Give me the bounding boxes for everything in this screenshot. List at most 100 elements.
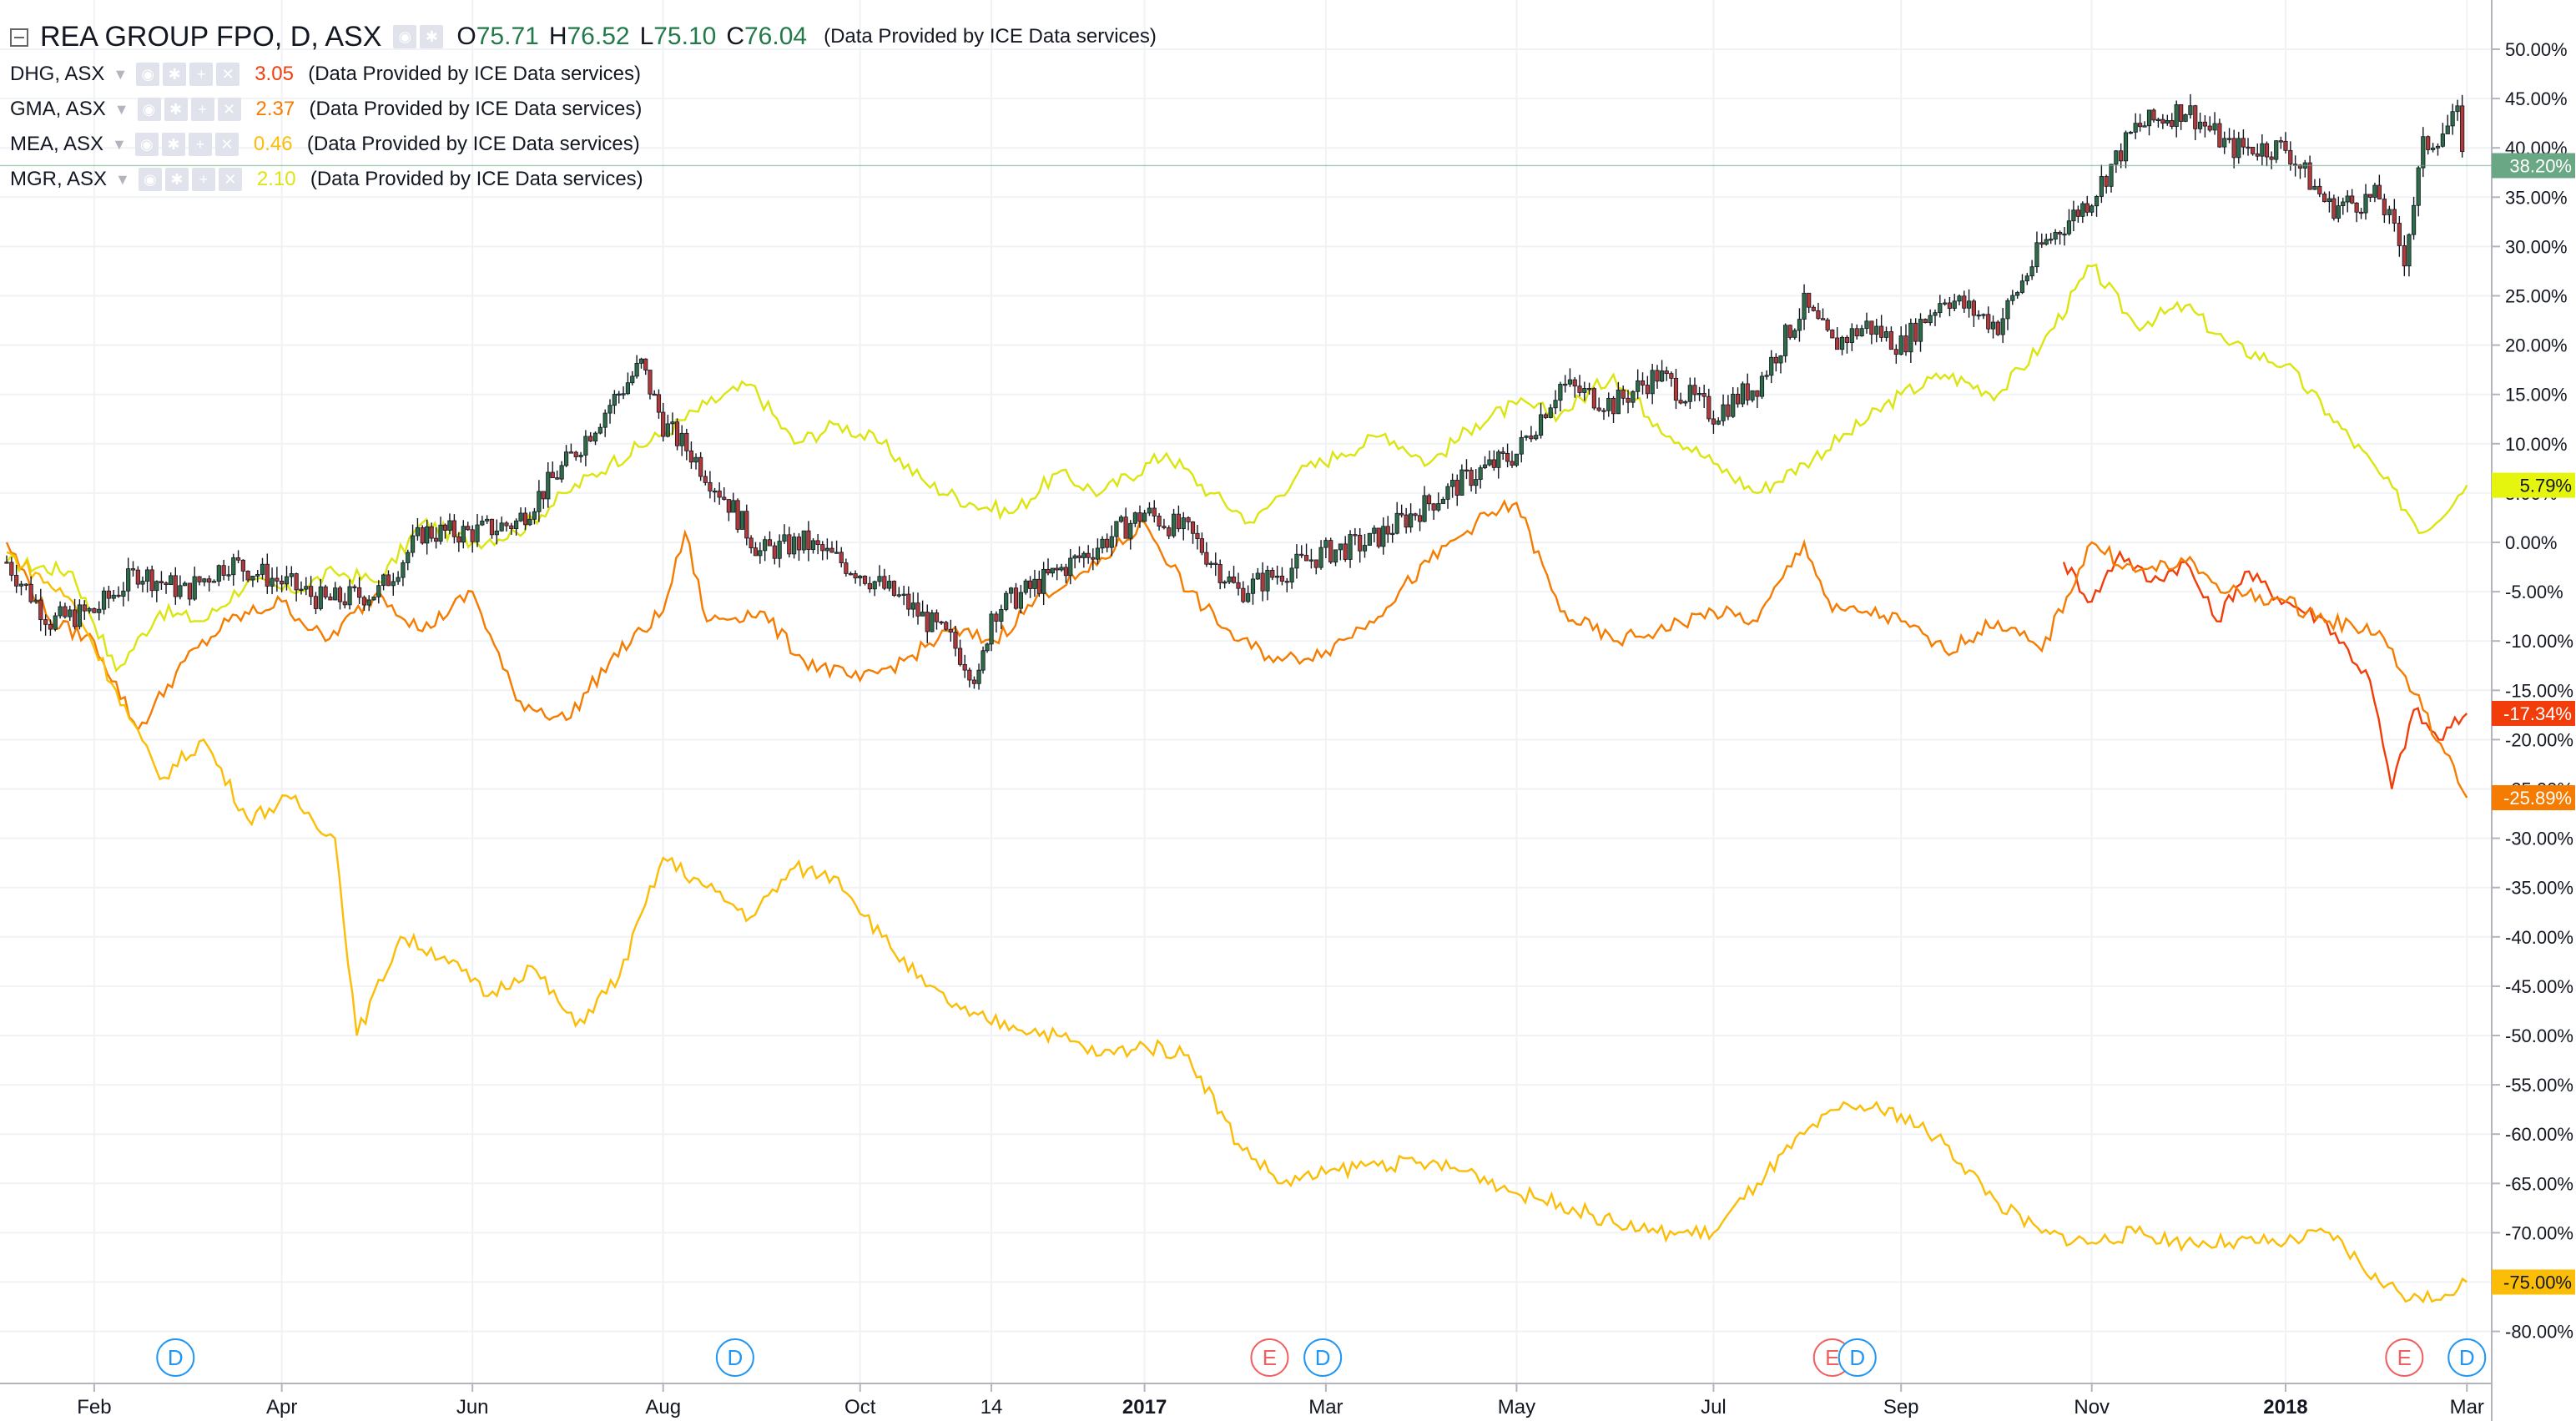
- collapse-legend-button[interactable]: [10, 28, 28, 47]
- eye-icon[interactable]: ◉: [137, 98, 161, 121]
- earnings-marker[interactable]: [1250, 1338, 1289, 1377]
- dividend-marker[interactable]: [2447, 1338, 2487, 1377]
- candle-body: [1095, 547, 1101, 560]
- candle-body: [1981, 314, 1986, 316]
- candle-body: [169, 575, 174, 585]
- candle-body: [1918, 319, 1923, 342]
- candle-body: [289, 573, 294, 577]
- candle-body: [1445, 486, 1450, 500]
- candle-body: [1491, 459, 1496, 468]
- candle-body: [265, 563, 270, 587]
- candle-body: [447, 520, 452, 531]
- candle-body: [1137, 512, 1142, 522]
- candle-body: [829, 547, 834, 553]
- series-line-mgr: [6, 263, 2468, 673]
- price-badge: [2492, 785, 2575, 811]
- eye-icon[interactable]: ◉: [393, 25, 417, 48]
- candle-body: [2435, 145, 2441, 149]
- candle-body: [2354, 202, 2359, 213]
- candle-body: [197, 576, 202, 582]
- candle-body: [72, 609, 78, 627]
- candle-body: [328, 597, 333, 601]
- dividend-marker[interactable]: [715, 1338, 754, 1377]
- dividend-marker[interactable]: [156, 1338, 195, 1377]
- candle-body: [858, 575, 863, 579]
- candle-body: [1348, 534, 1353, 560]
- candle-body: [708, 481, 713, 491]
- x-tick-label: Jul: [1701, 1396, 1727, 1418]
- candle-body: [2071, 209, 2076, 222]
- candle-body: [33, 599, 38, 602]
- plus-icon[interactable]: +: [189, 63, 214, 86]
- dividend-marker[interactable]: [1837, 1338, 1877, 1377]
- candlestick-series: [0, 93, 2492, 690]
- candle-body: [2358, 211, 2364, 214]
- candle-body: [967, 669, 972, 681]
- candle-body: [130, 568, 136, 571]
- eye-icon[interactable]: ◉: [138, 168, 162, 191]
- candle-body: [2264, 143, 2270, 158]
- candle-body: [1553, 400, 1558, 409]
- chevron-down-icon[interactable]: ▼: [113, 65, 129, 83]
- candle-body: [82, 604, 87, 612]
- gear-icon[interactable]: ✱: [164, 168, 189, 191]
- plus-icon[interactable]: +: [188, 133, 212, 156]
- comparison-symbol[interactable]: GMA, ASX: [10, 98, 106, 120]
- candle-body: [1275, 575, 1280, 578]
- comparison-symbol[interactable]: MEA, ASX: [10, 133, 104, 155]
- plus-icon[interactable]: +: [190, 98, 214, 121]
- eye-icon[interactable]: ◉: [136, 63, 160, 86]
- gear-icon[interactable]: ✱: [420, 25, 444, 48]
- event-marker-label: E: [1825, 1345, 1839, 1370]
- dividend-marker[interactable]: [1303, 1338, 1343, 1377]
- y-tick-label: 20.00%: [2505, 335, 2568, 356]
- candle-body: [1631, 391, 1636, 403]
- x-tick-label: Sep: [1883, 1396, 1919, 1418]
- candle-body: [451, 520, 456, 537]
- chevron-down-icon[interactable]: ▼: [115, 170, 130, 188]
- gear-icon[interactable]: ✱: [161, 133, 185, 156]
- candle-body: [665, 423, 670, 437]
- candle-body: [154, 581, 159, 592]
- price-badge: [2492, 153, 2575, 179]
- plus-icon[interactable]: +: [191, 168, 215, 191]
- earnings-marker[interactable]: [2385, 1338, 2424, 1377]
- close-icon[interactable]: ✕: [216, 63, 240, 86]
- close-icon[interactable]: ✕: [218, 168, 242, 191]
- candle-body: [2397, 223, 2402, 246]
- price-axis[interactable]: 50.00%45.00%40.00%35.00%30.00%25.00%20.0…: [2492, 39, 2573, 1343]
- gear-icon[interactable]: ✱: [164, 98, 188, 121]
- comparison-symbol[interactable]: MGR, ASX: [10, 168, 108, 190]
- close-icon[interactable]: ✕: [214, 133, 239, 156]
- gear-icon[interactable]: ✱: [163, 63, 187, 86]
- candle-body: [352, 586, 357, 588]
- candle-body: [2212, 123, 2217, 131]
- chart-grid: [0, 0, 2492, 1383]
- candle-body: [820, 544, 825, 552]
- candle-body: [1957, 295, 1962, 302]
- chevron-down-icon[interactable]: ▼: [113, 100, 129, 118]
- candle-body: [2336, 205, 2341, 219]
- candle-body: [313, 596, 319, 609]
- high-value: 76.52: [567, 23, 630, 50]
- candle-body: [489, 518, 495, 536]
- candle-body: [1100, 538, 1105, 549]
- eye-icon[interactable]: ◉: [134, 133, 159, 156]
- candle-body: [2029, 266, 2034, 277]
- candle-body: [1260, 572, 1265, 592]
- comparison-symbol[interactable]: DHG, ASX: [10, 63, 105, 85]
- chevron-down-icon[interactable]: ▼: [112, 135, 127, 153]
- event-marker-label: D: [1849, 1345, 1865, 1370]
- comparison-value: 0.46: [253, 133, 293, 155]
- candle-body: [2090, 205, 2095, 213]
- main-series-title[interactable]: REA GROUP FPO, D, ASX: [40, 20, 382, 53]
- candle-body: [438, 524, 443, 542]
- candle-body: [2445, 125, 2450, 134]
- candle-body: [284, 576, 290, 585]
- candle-body: [1162, 526, 1167, 528]
- candle-body: [1367, 532, 1372, 546]
- close-icon[interactable]: ✕: [217, 98, 241, 121]
- time-axis[interactable]: Feb Apr Jun Aug Oct 14 2017 Mar May Jul Sep Nov 2018…: [77, 1383, 2484, 1418]
- candle-body: [106, 590, 111, 599]
